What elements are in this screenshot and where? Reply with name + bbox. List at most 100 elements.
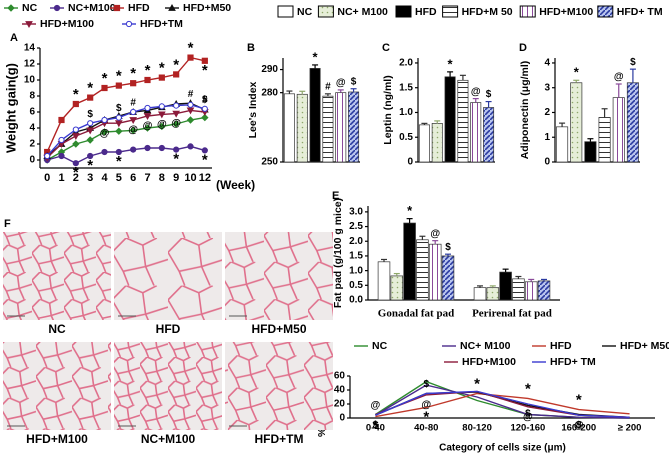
marker [157,111,166,119]
legend-swatch [519,5,536,18]
annotation: @ [171,118,181,129]
bar [499,271,512,301]
annotation: # [130,98,136,109]
annotation: * [145,62,151,79]
y-tick-label: 2.0 [349,236,363,247]
annotation: $ [486,89,492,100]
marker [58,116,65,124]
bar [470,102,482,163]
x-tick-label: ≥ 200 [618,423,642,434]
y-tick-label: 14 [24,43,36,54]
y-tick-label: 1.5 [399,82,413,93]
panel-label: F [4,218,11,230]
bar [335,92,347,163]
legend-swatch [277,5,294,18]
image-label: HFD+M100 [26,432,88,446]
series-line [46,145,206,164]
marker [113,4,121,12]
marker [144,76,151,84]
marker [115,82,122,89]
x-tick-label: 10 [184,172,196,184]
x-tick-label: 8 [159,172,165,184]
legend-label: NC [372,340,388,352]
annotation: $ [576,420,582,431]
x-tick-label: 80-120 [462,423,492,434]
annotation: * [407,203,413,218]
marker [130,108,137,116]
image-label: HFD [156,322,181,336]
y-tick-label: 1 [544,132,550,143]
legend-swatch [317,5,334,18]
bar [441,255,455,301]
marker [86,127,95,135]
annotation: * [87,80,93,97]
annotation: # [202,95,208,106]
bar [457,79,469,163]
bar [444,76,456,163]
marker [115,114,122,121]
marker [172,120,180,128]
panel-label: B [247,42,255,54]
panel-label: E [332,190,339,202]
bar [570,82,583,163]
bar [524,281,538,301]
bar [483,107,495,163]
annotation: @ [430,228,440,239]
annotation: * [448,56,454,71]
y-tick-label: 60 [334,371,346,382]
marker [86,136,94,144]
bar [322,95,334,163]
annotation: @ [100,128,110,139]
y-tick-label: 6 [29,107,35,118]
annotation: $ [373,420,379,431]
annotation: $ [351,76,357,87]
legend-label: HFD+ TM [550,356,596,368]
bar [626,82,639,163]
marker [173,102,180,109]
legend-label: NC [22,2,38,14]
annotation: @ [421,400,431,411]
marker [129,117,138,125]
panel-label: D [519,42,527,54]
x-tick-label: 0-40 [366,423,385,434]
marker [172,110,181,118]
marker [7,4,15,12]
y-tick-label: 3.0 [349,207,363,218]
marker [144,104,151,112]
bar [309,68,321,163]
annotation: @ [574,420,584,431]
legend-label: HFD+M50 [183,2,231,14]
y-tick-label: 2 [29,139,35,150]
marker [44,152,51,160]
y-tick-label: 4 [29,123,35,134]
annotation: # [325,81,331,92]
annotation: $ [202,94,208,105]
y-axis-label: Adiponectin (μg/ml) [519,61,531,160]
marker [158,144,165,152]
marker [71,133,80,141]
bar [584,141,597,163]
annotation: @ [371,400,381,411]
annotation: # [188,89,194,100]
marker [201,147,208,154]
annotation: $ [445,242,451,253]
x-tick-label: Perirenal fat pad [472,308,552,320]
annotation: $ [525,409,531,420]
annotation: $ [423,379,429,390]
marker [187,143,194,150]
annotation: * [525,380,531,397]
marker [187,101,194,108]
marker [101,84,108,92]
marker [72,100,79,108]
y-tick-label: 0 [29,155,35,166]
annotation: * [73,164,79,181]
x-tick-label: 4 [101,172,108,184]
x-tick-label: 160-200 [561,423,596,434]
legend-label: HFD [415,6,437,18]
annotation: * [87,157,93,174]
annotation: * [372,418,378,435]
legend-label: HFD+ M50 [620,340,669,352]
histology-image [225,342,333,430]
marker [201,57,208,64]
